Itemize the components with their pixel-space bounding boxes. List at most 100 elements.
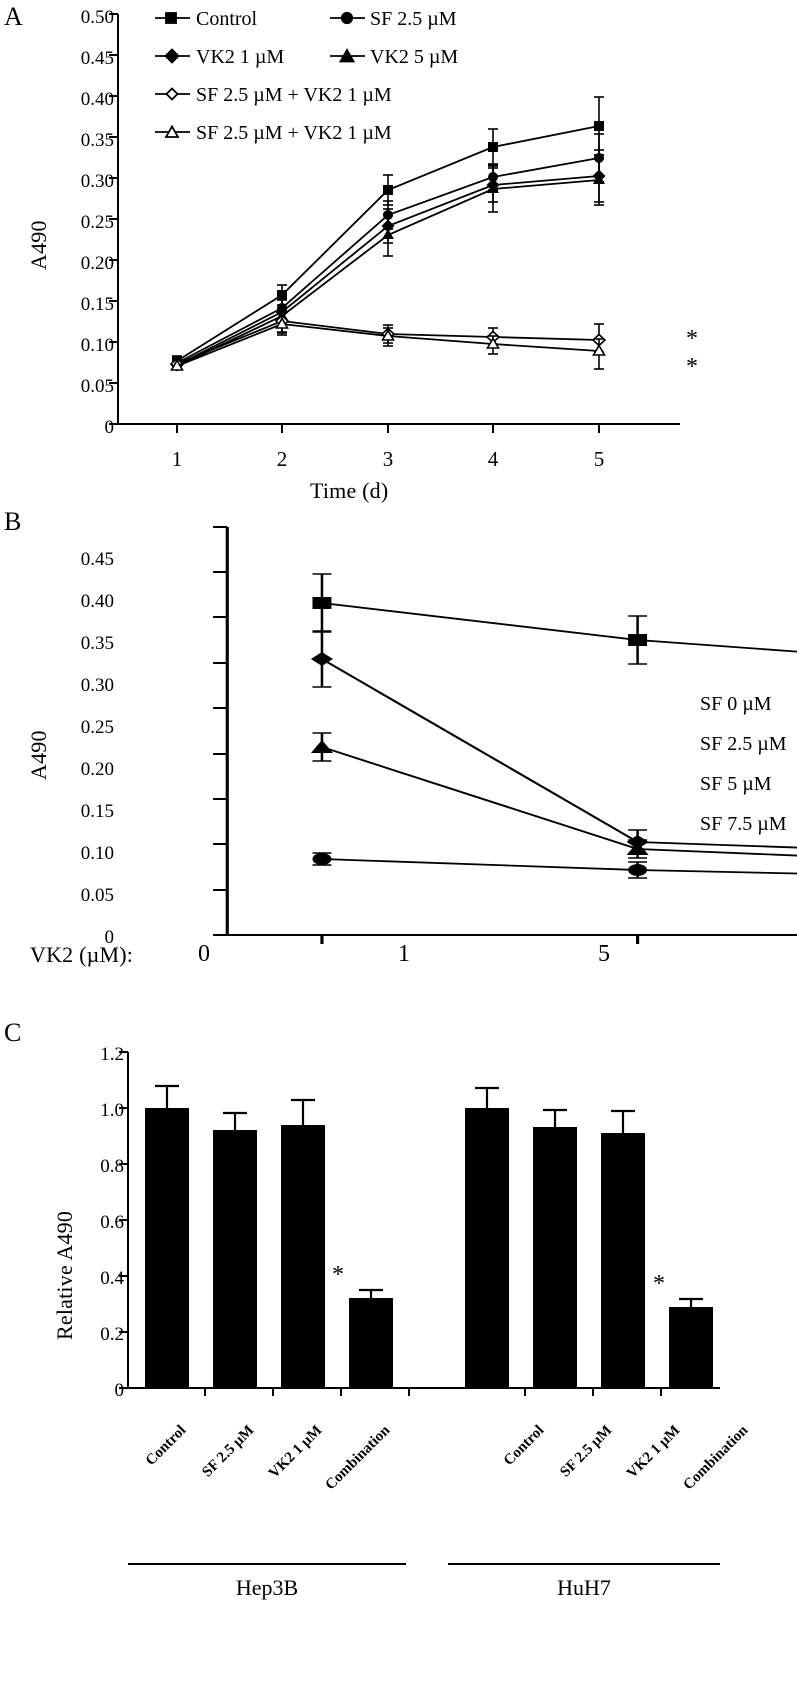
panel-c-significance-1: * xyxy=(653,1271,665,1297)
panel-c-ytick-2: 0.4 xyxy=(100,1268,124,1289)
panel-a-ytick-0: 0 xyxy=(104,417,115,438)
panel-a-series-vk1 xyxy=(176,175,600,366)
panel-b-ytick-5: 0.25 xyxy=(80,717,114,738)
panel-c-group-rule-huh7 xyxy=(448,1563,720,1565)
panel-a-markers-vk1 xyxy=(170,169,606,372)
bar-huh7-sf25 xyxy=(533,1127,577,1388)
panel-a-ytick-9: 0.45 xyxy=(80,48,114,69)
panel-b-legend-label-3: SF 7.5 µM xyxy=(700,813,787,835)
panel-b-ytick-4: 0.20 xyxy=(80,759,114,780)
panel-c-ytick-4: 0.8 xyxy=(100,1156,124,1177)
panel-a-xtick-1: 2 xyxy=(276,447,288,471)
panel-b-xtick-2: 5 xyxy=(598,941,610,967)
panel-c-letter: C xyxy=(4,1018,22,1047)
panel-b: B A490 0 0.05 0.10 0.15 0.20 0.25 0.30 0… xyxy=(0,505,797,1010)
panel-c-bars-hep3b xyxy=(145,1108,393,1388)
panel-b-ytick-6: 0.30 xyxy=(80,675,114,696)
panel-a-markers-combo-diamond xyxy=(169,314,607,371)
panel-a-errorbars-sf25 xyxy=(277,133,604,321)
bar-hep3b-combination xyxy=(349,1298,393,1388)
panel-a-errorbars-combo-triangle xyxy=(277,312,604,370)
panel-a-series-combo-diamond xyxy=(176,320,600,365)
panel-c-ytick-0: 0 xyxy=(114,1380,125,1401)
panel-c: C Relative A490 0 0.2 0.4 0.6 0.8 1.0 1.… xyxy=(0,1010,797,1704)
bar-hep3b-vk2 xyxy=(281,1125,325,1388)
panel-a-markers-vk5 xyxy=(171,174,605,370)
panel-c-errorbars-huh7 xyxy=(475,1086,703,1307)
panel-c-group-label-huh7: HuH7 xyxy=(557,1575,611,1600)
panel-a-series-sf25 xyxy=(176,157,600,364)
panel-b-y-axis-title: A490 xyxy=(26,730,51,780)
panel-a-ytick-2: 0.10 xyxy=(80,335,114,356)
panel-b-errorbars-sf75 xyxy=(312,852,648,879)
panel-a-ytick-10: 0.50 xyxy=(80,7,114,28)
panel-a-markers-combo-triangle xyxy=(170,316,606,371)
panel-a-letter: A xyxy=(4,2,23,31)
panel-a-markers-control xyxy=(172,121,604,366)
panel-c-significance-0: * xyxy=(332,1262,344,1288)
panel-a-x-axis-title: Time (d) xyxy=(310,478,389,503)
panel-b-ytick-2: 0.10 xyxy=(80,843,114,864)
panel-a-ytick-3: 0.15 xyxy=(80,294,114,315)
panel-a-legend-label-5: SF 2.5 µM + VK2 1 µM xyxy=(196,122,392,144)
panel-b-ytick-8: 0.40 xyxy=(80,591,114,612)
bar-hep3b-sf25 xyxy=(213,1130,257,1388)
panel-a-xtick-4: 5 xyxy=(593,447,605,471)
bar-huh7-vk2 xyxy=(601,1133,645,1388)
panel-a-y-axis-title: A490 xyxy=(26,220,51,270)
panel-b-legend-label-1: SF 2.5 µM xyxy=(700,733,787,755)
panel-a-xtick-0: 1 xyxy=(171,447,183,471)
panel-a-significance-0: * xyxy=(686,326,698,352)
panel-b-ytick-0: 0 xyxy=(104,927,115,948)
panel-b-legend-label-0: SF 0 µM xyxy=(700,693,772,715)
panel-b-series-sf5 xyxy=(321,746,797,857)
panel-a-ytick-7: 0.35 xyxy=(80,130,114,151)
panel-a-legend-label-1: SF 2.5 µM xyxy=(370,8,457,30)
panel-b-ytick-7: 0.35 xyxy=(80,633,114,654)
panel-c-ytick-5: 1.0 xyxy=(100,1100,124,1121)
panel-a-series-vk5 xyxy=(176,179,600,367)
panel-b-letter: B xyxy=(4,507,22,536)
panel-b-markers-sf5 xyxy=(310,740,649,855)
panel-b-markers-sf75 xyxy=(312,853,648,876)
panel-b-xtick-1: 1 xyxy=(398,941,410,967)
panel-c-ytick-6: 1.2 xyxy=(100,1044,124,1065)
panel-b-markers-sf0 xyxy=(312,597,648,646)
panel-b-series-sf0 xyxy=(321,602,797,653)
panel-a-errorbars-combo-diamond xyxy=(277,308,604,353)
panel-c-ytick-1: 0.2 xyxy=(100,1324,124,1345)
panel-a-significance-1: * xyxy=(686,354,698,380)
panel-a-legend-markers xyxy=(155,11,365,138)
panel-a-ytick-6: 0.30 xyxy=(80,171,114,192)
panel-a-xtick-2: 3 xyxy=(382,447,394,471)
panel-a: A A490 0 0.05 0.10 0.15 0.20 0.25 0.30 0… xyxy=(0,0,797,505)
panel-b-errorbars-sf0 xyxy=(312,573,648,665)
panel-a-ytick-4: 0.20 xyxy=(80,253,114,274)
panel-b-plot xyxy=(213,526,797,944)
panel-c-bars-huh7 xyxy=(465,1108,713,1388)
bar-huh7-control xyxy=(465,1108,509,1388)
panel-c-group-label-hep3b: Hep3B xyxy=(235,1575,299,1600)
panel-a-legend-label-3: VK2 5 µM xyxy=(370,46,459,68)
bar-hep3b-control xyxy=(145,1108,189,1388)
panel-c-ytick-3: 0.6 xyxy=(100,1212,124,1233)
panel-c-axes xyxy=(119,1051,720,1396)
panel-a-legend-label-2: VK2 1 µM xyxy=(196,46,285,68)
bar-huh7-combination xyxy=(669,1307,713,1388)
panel-b-ytick-1: 0.05 xyxy=(80,885,114,906)
panel-a-ytick-1: 0.05 xyxy=(80,376,114,397)
panel-c-group-rule-hep3b xyxy=(128,1563,406,1565)
panel-b-xtick-0: 0 xyxy=(198,941,210,967)
panel-a-ytick-5: 0.25 xyxy=(80,212,114,233)
panel-a-plot xyxy=(109,11,680,433)
panel-b-x-axis-title: VK2 (µM): xyxy=(30,942,134,967)
panel-b-legend-label-2: SF 5 µM xyxy=(700,773,772,795)
panel-a-xtick-3: 4 xyxy=(487,447,499,471)
panel-a-errorbars-vk1 xyxy=(277,149,604,328)
panel-a-markers-sf25 xyxy=(172,153,604,368)
panel-a-series-control xyxy=(176,125,600,362)
panel-a-legend-label-4: SF 2.5 µM + VK2 1 µM xyxy=(196,84,392,106)
panel-b-series-sf75 xyxy=(321,858,797,875)
panel-a-errorbars-vk5 xyxy=(277,154,604,333)
